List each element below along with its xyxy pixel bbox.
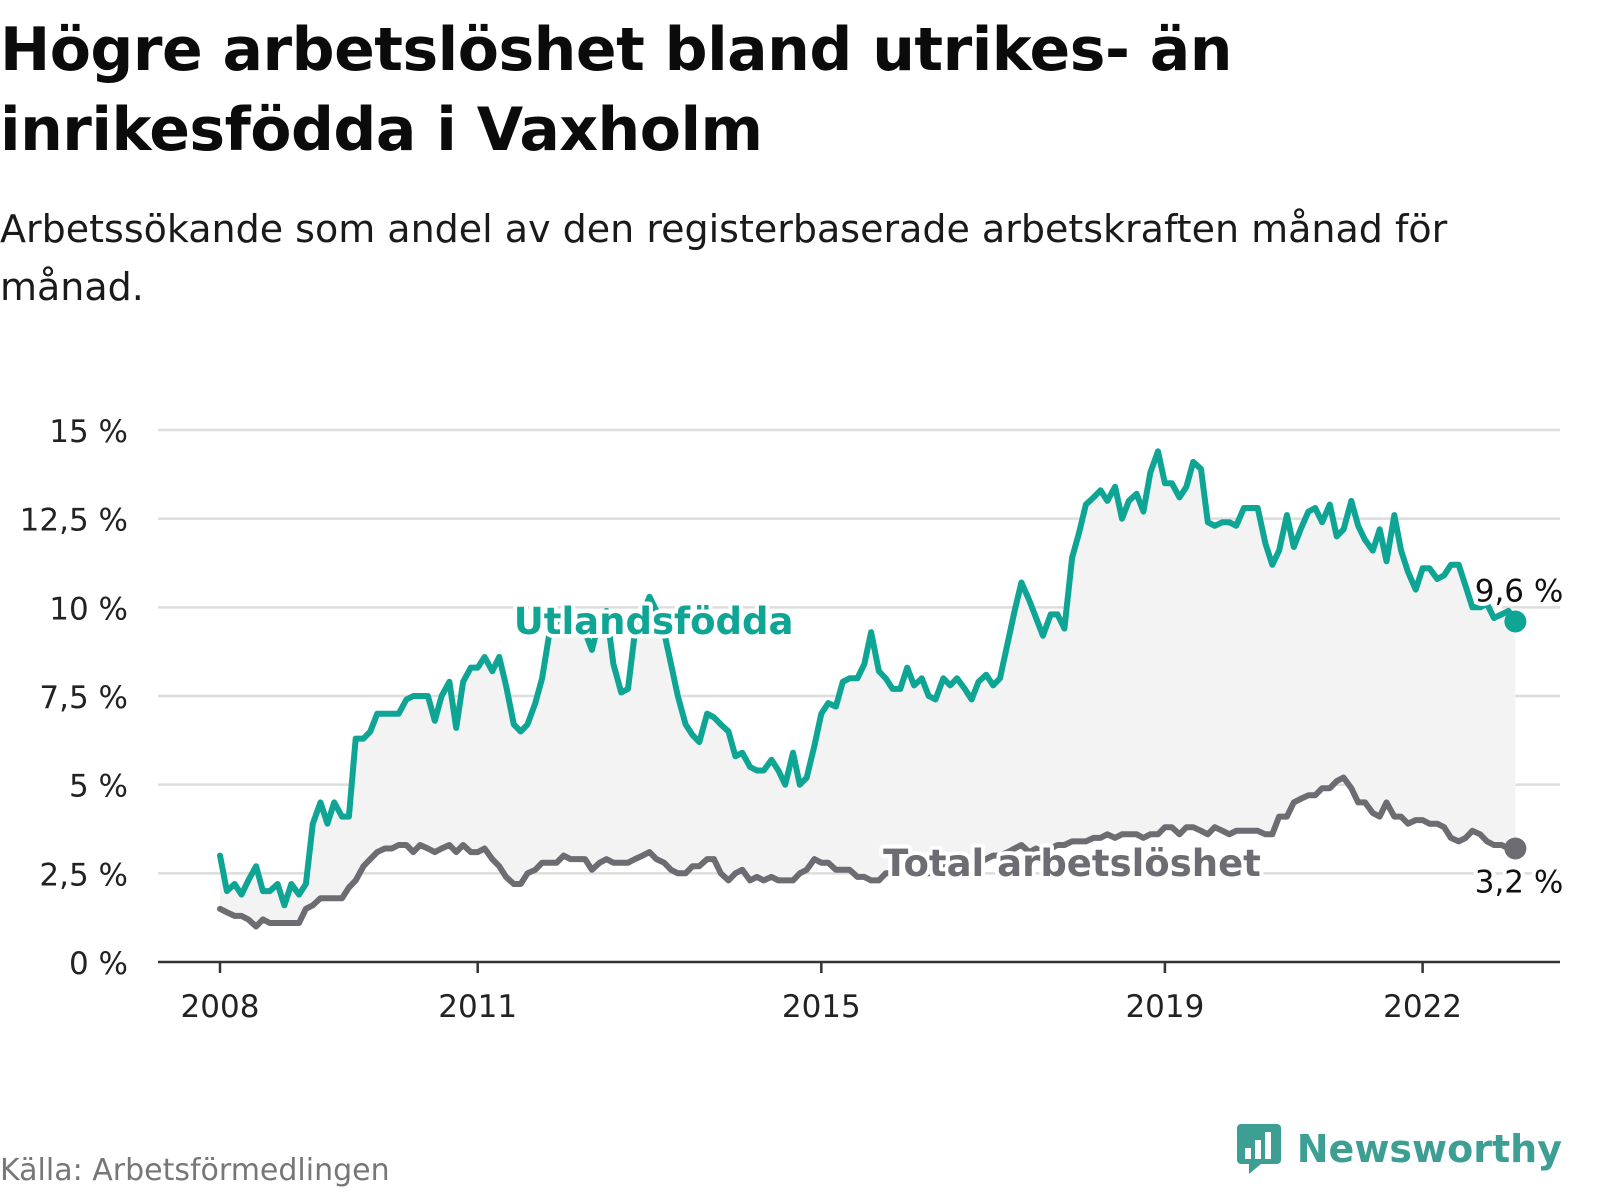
- gap-band: [220, 451, 1516, 927]
- total-end-marker: [1504, 837, 1527, 860]
- foreign-series-line: [217, 448, 1519, 909]
- foreign-end-label: 9,6 %: [1475, 574, 1564, 610]
- chart-title: Högre arbetslöshet bland utrikes- än inr…: [0, 15, 1232, 165]
- newsworthy-icon: [1236, 1124, 1281, 1174]
- series-labels: 9,6 % 3,2 % Utlandsfödda Total arbetslöshet: [510, 570, 1568, 905]
- total-end-label: 3,2 %: [1475, 865, 1564, 901]
- series-lines: [217, 448, 1527, 930]
- source-note: Källa: Arbetsförmedlingen: [0, 1153, 390, 1188]
- x-tick-label: 2008: [181, 989, 260, 1025]
- y-tick-label: 15 %: [49, 414, 128, 450]
- y-tick-label: 7,5 %: [39, 680, 128, 716]
- brand-name: Newsworthy: [1296, 1127, 1562, 1171]
- chart-subtitle: Arbetssökande som andel av den registerb…: [0, 207, 1448, 309]
- y-tick-label: 12,5 %: [20, 503, 128, 539]
- y-tick-label: 2,5 %: [39, 857, 128, 893]
- x-tick-label: 2022: [1383, 989, 1462, 1025]
- y-tick-label: 0 %: [69, 946, 128, 982]
- axes: 0 % 2,5 % 5 % 7,5 % 10 % 12,5 % 15 % 2008 2011 20…: [20, 414, 1560, 1025]
- x-tick-label: 2011: [438, 989, 517, 1025]
- y-tick-label: 5 %: [69, 769, 128, 805]
- x-tick-label: 2015: [782, 989, 861, 1025]
- y-tick-label: 10 %: [49, 591, 128, 627]
- foreign-series-label: Utlandsfödda: [514, 600, 794, 643]
- total-series-label: Total arbetslöshet: [883, 842, 1261, 885]
- foreign-end-marker: [1504, 610, 1527, 633]
- brand-logo: Newsworthy: [1235, 1122, 1562, 1176]
- x-tick-label: 2019: [1125, 989, 1204, 1025]
- total-series-line: [217, 774, 1519, 930]
